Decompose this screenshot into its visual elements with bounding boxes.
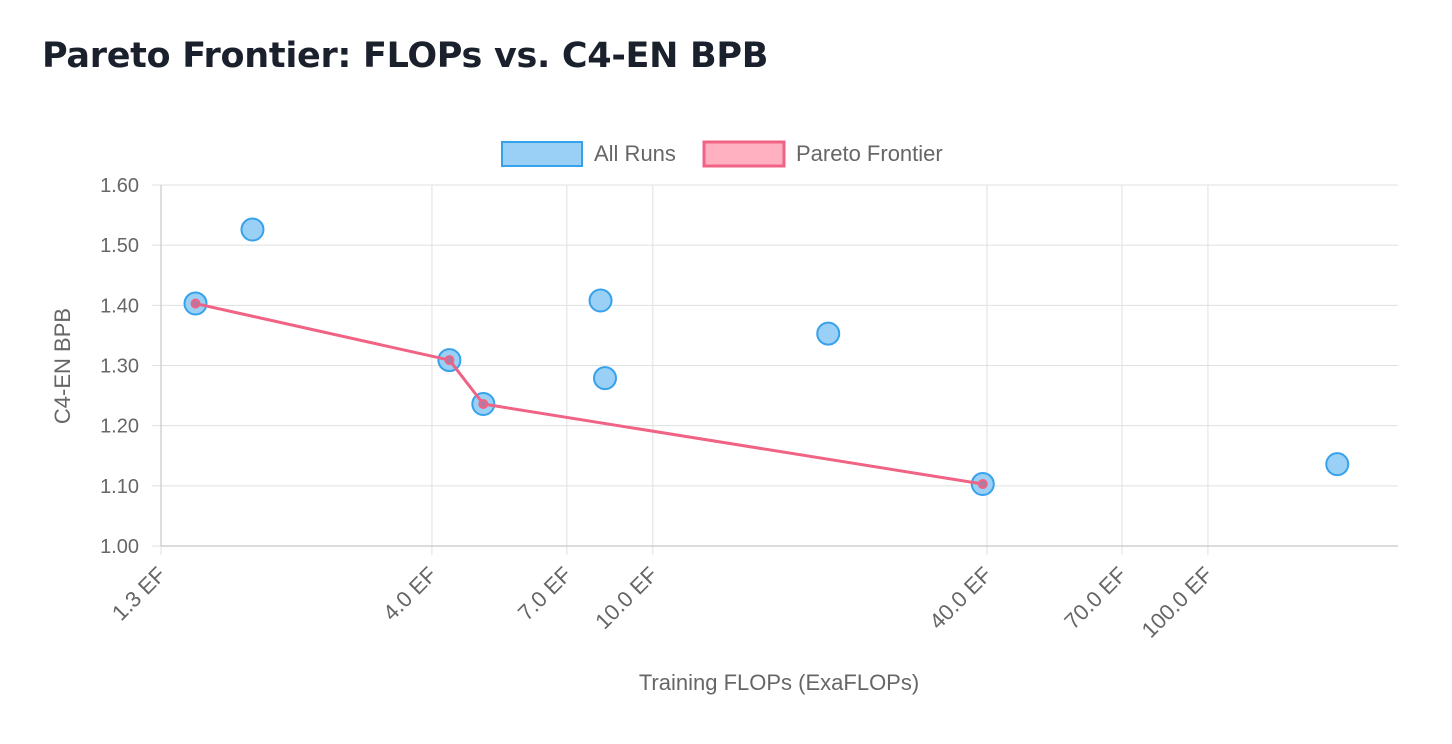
- legend-label-pareto-frontier: Pareto Frontier: [796, 141, 943, 166]
- x-tick-label: 10.0 EF: [590, 562, 662, 634]
- all-runs-point[interactable]: [588, 288, 613, 313]
- pareto-frontier-line: [195, 302, 984, 486]
- x-tick-label: 7.0 EF: [513, 562, 577, 626]
- pareto-frontier-point[interactable]: [977, 479, 988, 490]
- all-runs-series: [183, 217, 1350, 497]
- y-tick-label: 1.10: [100, 476, 139, 498]
- pareto-frontier-point[interactable]: [478, 399, 489, 410]
- page-title: Pareto Frontier: FLOPs vs. C4-EN BPB: [42, 36, 769, 76]
- x-tick-label: 70.0 EF: [1059, 562, 1131, 634]
- y-tick-label: 1.20: [100, 416, 139, 438]
- x-tick-label: 1.3 EF: [107, 562, 171, 626]
- legend-item-pareto-frontier[interactable]: Pareto Frontier: [702, 140, 943, 168]
- pareto-frontier-point[interactable]: [444, 355, 455, 366]
- all-runs-point[interactable]: [816, 321, 841, 346]
- y-tick-label: 1.60: [100, 175, 139, 197]
- y-tick-label: 1.40: [100, 295, 139, 317]
- x-axis-title: Training FLOPs (ExaFLOPs): [639, 670, 919, 695]
- all-runs-point[interactable]: [592, 366, 617, 391]
- all-runs-point[interactable]: [1325, 452, 1350, 477]
- y-tick-label: 1.50: [100, 235, 139, 257]
- y-axis-title: C4-EN BPB: [50, 308, 75, 424]
- all-runs-point[interactable]: [240, 217, 265, 242]
- legend-label-all-runs: All Runs: [594, 141, 676, 166]
- legend-item-all-runs[interactable]: All Runs: [501, 141, 676, 167]
- legend-swatch-all-runs: [501, 141, 583, 167]
- x-tick-label: 40.0 EF: [924, 562, 996, 634]
- grid: [160, 184, 1398, 547]
- legend-swatch-pareto-frontier: [702, 140, 786, 168]
- y-tick-label: 1.00: [100, 536, 139, 558]
- x-tick-label: 100.0 EF: [1137, 562, 1218, 643]
- y-tick-label: 1.30: [100, 356, 139, 378]
- x-tick-label: 4.0 EF: [378, 562, 442, 626]
- legend: All Runs Pareto Frontier: [501, 140, 943, 168]
- pareto-frontier-point[interactable]: [190, 298, 201, 309]
